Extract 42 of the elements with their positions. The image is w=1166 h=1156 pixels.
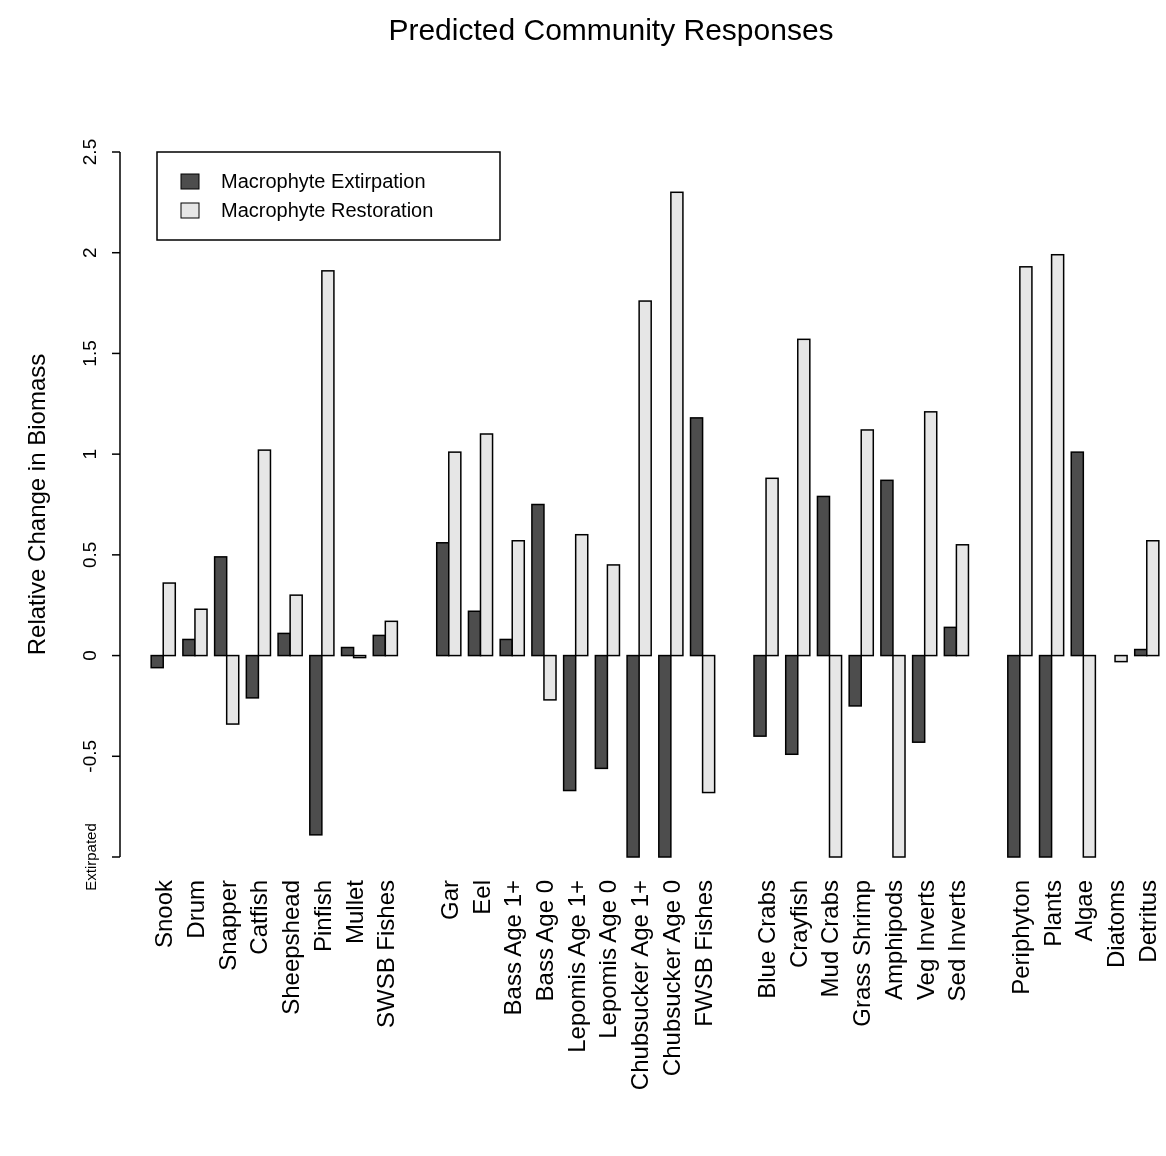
y-tick-label: 2 [79,247,100,258]
y-tick-label: 0 [79,650,100,661]
x-tick-label: Grass Shrimp [848,880,876,1027]
x-tick-label: FWSB Fishes [689,880,717,1027]
x-tick-label: Sheepshead [277,880,305,1015]
x-tick-label: Diatoms [1102,880,1130,969]
x-tick-label: Amphipods [879,880,907,1001]
y-tick-label: 1.5 [79,340,100,367]
x-tick-label: Plants [1038,880,1066,947]
x-tick-label: Detritus [1133,880,1161,963]
x-tick-label: Crayfish [784,880,812,969]
x-tick-label: Catfish [245,880,273,955]
y-tick-label: 0.5 [79,541,100,569]
x-tick-label: Periphyton [1006,880,1034,995]
x-tick-label: Blue Crabs [753,880,781,999]
x-tick-label: Snook [150,879,178,949]
x-tick-label: Mud Crabs [816,880,844,998]
y-tick-label: -0.5 [79,739,100,773]
legend-label: Macrophyte Restoration [221,199,434,221]
x-tick-label: Mullet [340,879,368,945]
x-tick-label: Snapper [213,880,241,971]
x-tick-label: Algae [1070,880,1098,942]
x-tick-label: Lepomis Age 0 [594,880,622,1039]
x-tick-label: Bass Age 0 [530,880,558,1002]
x-tick-label: Sed Inverts [943,880,971,1002]
x-tick-label: Pinfish [308,880,336,953]
y-tick-label: Extirpated [82,823,99,891]
x-tick-label: Chubsucker Age 1+ [626,880,654,1091]
x-tick-label: Veg Inverts [911,880,939,1001]
x-tick-label: SWSB Fishes [372,880,400,1029]
y-tick-label: 2.5 [79,138,100,166]
legend-label: Macrophyte Extirpation [221,170,426,192]
y-tick-label: 1 [79,448,100,460]
x-tick-label: Lepomis Age 1+ [562,880,590,1053]
chart-title: Predicted Community Responses [388,13,834,46]
y-axis-title: Relative Change in Biomass [23,353,50,656]
x-tick-label: Chubsucker Age 0 [657,880,685,1077]
x-tick-label: Drum [181,880,209,939]
x-tick-label: Gar [435,880,463,921]
bar [1114,654,1128,663]
x-tick-label: Eel [467,880,495,915]
x-tick-label: Bass Age 1+ [499,880,527,1016]
